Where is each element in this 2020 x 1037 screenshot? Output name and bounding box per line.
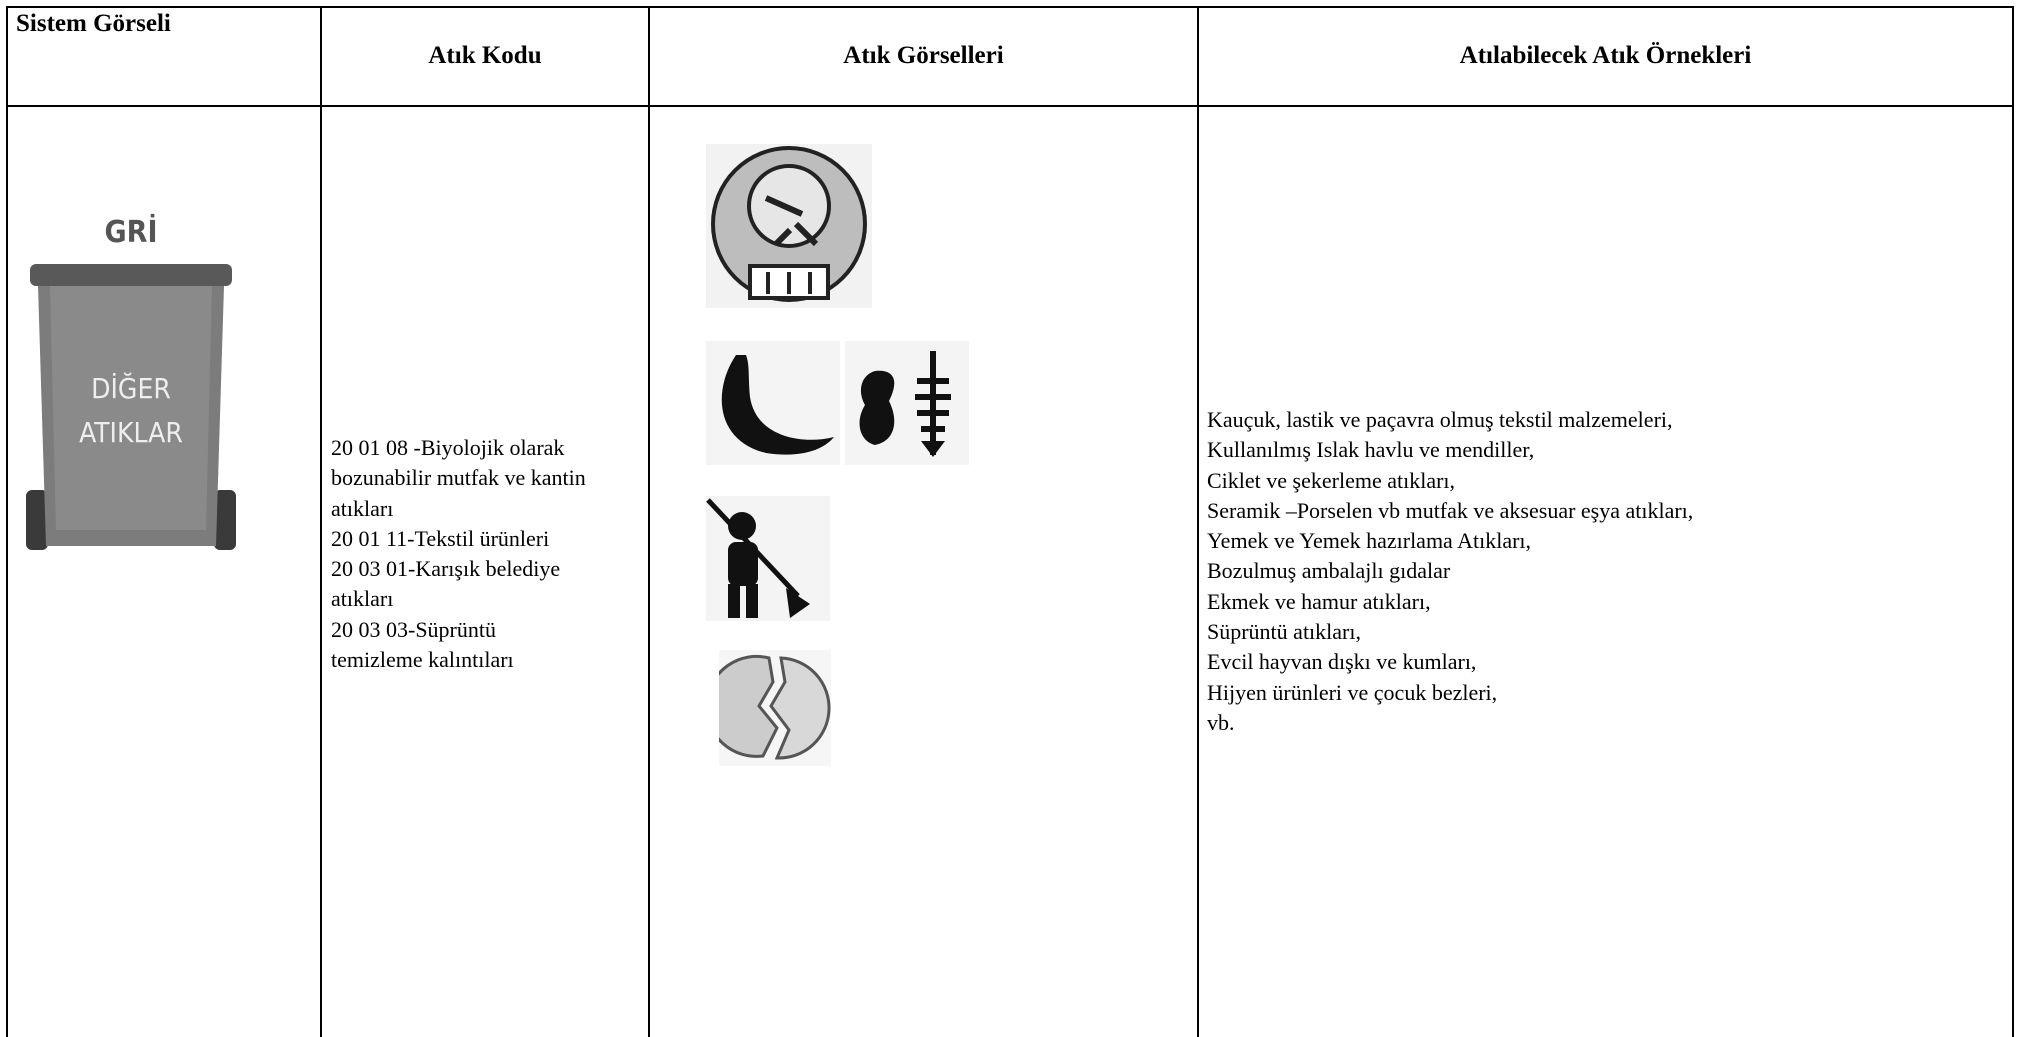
- border: [6, 105, 2014, 107]
- banana-icon: [706, 341, 840, 465]
- bin-label: DİĞER: [91, 371, 171, 405]
- border: [6, 6, 8, 1037]
- header: Atık Kodu: [428, 42, 542, 69]
- header: Sistem Görseli: [16, 10, 171, 37]
- example-line: Ekmek ve hamur atıkları,: [1207, 588, 1431, 614]
- header: Atılabilecek Atık Örnekleri: [1459, 42, 1752, 69]
- bin-color: GRİ: [105, 214, 158, 250]
- code-line: atıkları: [331, 586, 394, 612]
- example-line: Kullanılmış Islak havlu ve mendiller,: [1207, 437, 1535, 463]
- code-line: atıkları: [331, 495, 394, 521]
- waste-codes: 20 01 08 -Biyolojik olarak bozunabilir mu…: [331, 433, 586, 675]
- code-line: 20 03 03-Süprüntü: [331, 616, 496, 642]
- example-line: Hijyen ürünleri ve çocuk bezleri,: [1207, 679, 1498, 705]
- code-line: temizleme kalıntıları: [331, 647, 514, 673]
- code-line: 20 01 11-Tekstil ürünleri: [331, 525, 550, 551]
- example-line: Kauçuk, lastik ve paçavra olmuş tekstil …: [1207, 407, 1673, 432]
- border: [6, 6, 2014, 8]
- example-line: Yemek ve Yemek hazırlama Atıkları,: [1207, 528, 1532, 554]
- code-line: 20 01 08 -Biyolojik olarak: [331, 435, 565, 460]
- header: Atık Görselleri: [843, 42, 1004, 69]
- code-line: bozunabilir mutfak ve kantin: [331, 465, 586, 491]
- example-line: vb.: [1207, 709, 1235, 735]
- bin-label: ATIKLAR: [79, 416, 183, 449]
- border: [648, 6, 650, 1037]
- example-line: Evcil hayvan dışkı ve kumları,: [1207, 649, 1477, 675]
- border: [320, 6, 322, 1037]
- example-line: Bozulmuş ambalajlı gıdalar: [1207, 558, 1451, 584]
- broken-plate-icon: [719, 650, 831, 766]
- food-waste-icon: [706, 144, 872, 308]
- border: [2012, 6, 2014, 1037]
- bin-image: GRİ DİĞER ATIKLAR: [26, 214, 236, 550]
- waste-examples: Kauçuk, lastik ve paçavra olmuş tekstil …: [1207, 405, 1693, 738]
- apple-fish-icon: [845, 341, 969, 465]
- example-line: Seramik –Porselen vb mutfak ve aksesuar …: [1207, 497, 1694, 523]
- sweeper-icon: [706, 496, 830, 621]
- example-line: Süprüntü atıkları,: [1207, 619, 1361, 645]
- example-line: Ciklet ve şekerleme atıkları,: [1207, 467, 1456, 493]
- border: [1197, 6, 1199, 1037]
- code-line: 20 03 01-Karışık belediye: [331, 556, 561, 582]
